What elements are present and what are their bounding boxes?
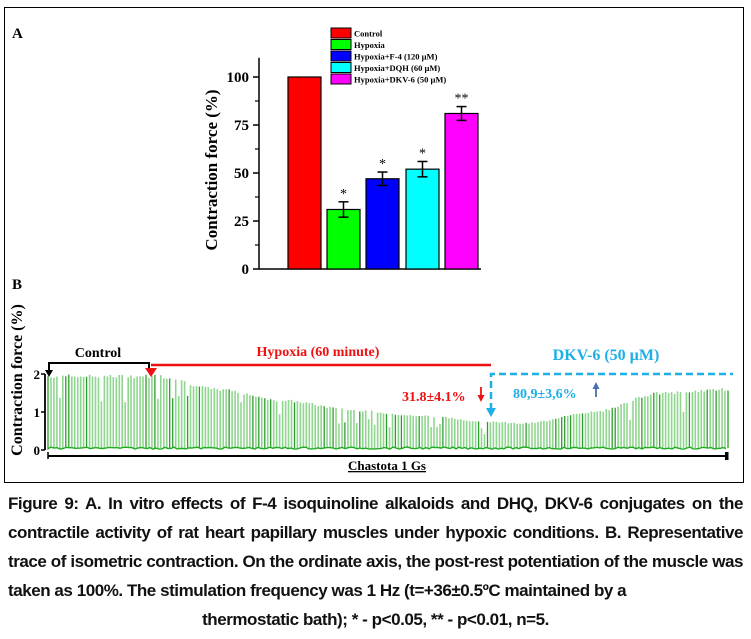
drug-value: 80,9±3,6% <box>513 387 577 402</box>
trace-y-tick-label: 1 <box>34 405 41 420</box>
error-bar <box>456 105 467 122</box>
bar-chart-ylabel: Contraction force (%) <box>202 89 221 250</box>
y-tick-label: 25 <box>234 214 249 230</box>
contraction-trace <box>47 374 729 450</box>
legend-swatch <box>330 62 352 73</box>
error-bar <box>338 201 349 218</box>
legend-label: Hypoxia+DKV-6 (50 µM) <box>354 75 446 85</box>
drug-start-arrow-icon <box>486 408 496 417</box>
y-tick-label: 75 <box>234 118 249 134</box>
legend-swatch <box>330 50 352 62</box>
control-start-arrow-icon <box>45 370 53 377</box>
panel-b-label: B <box>12 277 22 293</box>
bar-4 <box>405 168 440 270</box>
trace-y-tick-label: 0 <box>34 443 41 458</box>
drug-line <box>489 372 733 410</box>
bar-2 <box>326 208 361 270</box>
legend-item: Hypoxia+F-4 (120 µM) <box>330 50 438 62</box>
y-tick-label: 0 <box>242 262 250 278</box>
trace-ylabel: Contraction force (%) <box>9 304 26 456</box>
down-arrow-icon <box>477 387 485 402</box>
legend-label: Hypoxia <box>354 40 385 50</box>
legend-item: Hypoxia+DKV-6 (50 µM) <box>330 73 446 85</box>
bar-5 <box>444 112 479 270</box>
significance-marker: ** <box>455 92 469 107</box>
legend-label: Hypoxia+DQH (60 µM) <box>354 63 440 73</box>
bar-1 <box>287 76 322 270</box>
drug-label: DKV-6 (50 µM) <box>553 347 660 364</box>
trace-xlabel: Chastota 1 Gs <box>348 458 426 473</box>
trace-chart: Contraction force (%) 0 1 2 Control Hypoxi… <box>9 304 733 473</box>
legend-swatch <box>330 73 352 85</box>
legend-swatch <box>330 27 352 39</box>
error-bar <box>417 160 428 178</box>
trace-baseline <box>47 446 727 450</box>
hypoxia-value: 31.8±4.1% <box>402 390 466 405</box>
hypoxia-label: Hypoxia (60 minute) <box>257 345 380 360</box>
caption-last-line: thermostatic bath); * - p<0.05, ** - p<0… <box>202 610 549 629</box>
legend-item: Hypoxia <box>330 39 385 50</box>
significance-marker: * <box>340 187 347 202</box>
y-tick-label: 50 <box>234 166 249 182</box>
error-bar <box>377 171 388 187</box>
panel-a-label: A <box>12 26 23 42</box>
legend-swatch <box>330 39 352 50</box>
x-axis-end-cap <box>725 452 729 460</box>
legend-label: Hypoxia+F-4 (120 µM) <box>354 52 438 62</box>
control-bracket <box>48 362 150 372</box>
significance-marker: * <box>419 146 426 161</box>
y-tick-label: 100 <box>227 70 250 86</box>
figure-frame <box>4 7 744 483</box>
control-label: Control <box>75 346 122 361</box>
trace-axes: 0 1 2 <box>34 367 729 460</box>
figure-caption: Figure 9: A. In vitro effects of F-4 iso… <box>8 489 743 634</box>
caption-main: Figure 9: A. In vitro effects of F-4 iso… <box>8 494 743 600</box>
legend-item: Control <box>330 27 383 39</box>
hypoxia-start-arrow-icon <box>145 368 157 377</box>
legend-label: Control <box>354 29 383 39</box>
trace-y-tick-label: 2 <box>34 367 41 382</box>
significance-marker: * <box>379 157 386 172</box>
bar-series: ***** <box>287 76 479 270</box>
bar-3 <box>365 178 400 270</box>
legend-item: Hypoxia+DQH (60 µM) <box>330 62 440 73</box>
up-arrow-icon <box>592 382 600 397</box>
